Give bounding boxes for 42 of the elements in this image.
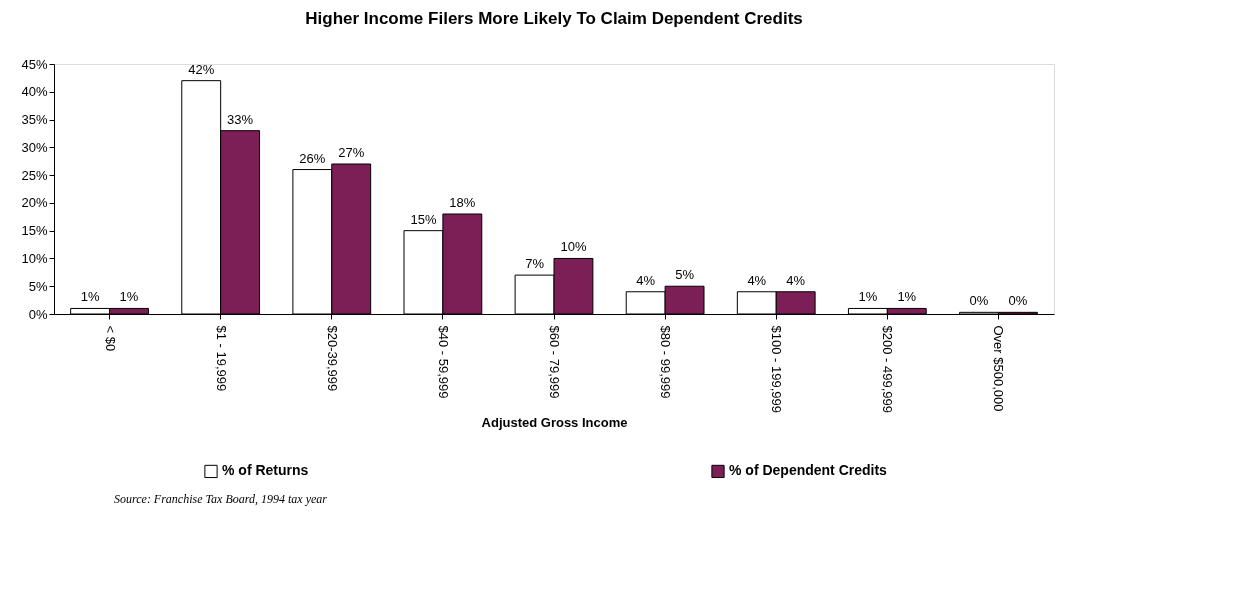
data-label: 1% — [858, 289, 878, 305]
data-label: 0% — [969, 293, 989, 309]
y-tick-label: 30% — [21, 139, 48, 155]
data-label: 27% — [338, 145, 365, 160]
data-label: 15% — [410, 211, 437, 227]
data-label: 0% — [1008, 293, 1028, 309]
x-tick-label: $80 - 99,999 — [658, 325, 674, 399]
data-label: 1% — [897, 289, 917, 305]
legend-label: % of Returns — [222, 462, 309, 479]
data-label: 10% — [560, 239, 587, 255]
x-tick-label: Over $500,000 — [991, 325, 1007, 412]
x-tick-label: $200 - 499,999 — [880, 325, 896, 413]
y-tick-label: 35% — [21, 112, 48, 128]
data-label: 18% — [449, 195, 476, 210]
x-tick-label: $60 - 79,999 — [547, 325, 562, 399]
y-tick-label: 45% — [21, 56, 48, 72]
y-tick-label: 10% — [21, 250, 48, 266]
y-tick-label: 5% — [28, 278, 48, 294]
chart-title: Higher Income Filers More Likely To Claim Dependent Credits — [305, 9, 803, 28]
y-tick-label: 15% — [21, 223, 48, 239]
x-tick-label: $1 - 19,999 — [213, 325, 229, 392]
data-label: 1% — [80, 289, 100, 305]
legend-label: % of Dependent Credits — [729, 462, 888, 479]
data-label: 7% — [525, 256, 545, 272]
x-tick-label: < $0 — [102, 325, 118, 352]
x-tick-label: $100 - 199,999 — [769, 325, 785, 413]
x-tick-label: $20-39,999 — [324, 325, 340, 392]
x-axis-title: Adjusted Gross Income — [481, 414, 628, 430]
data-label: 33% — [227, 111, 254, 127]
data-label: 26% — [299, 150, 326, 166]
source-note: Source: Franchise Tax Board, 1994 tax year — [114, 492, 328, 506]
data-label: 4% — [747, 272, 767, 288]
data-label: 1% — [119, 289, 139, 305]
data-label: 4% — [636, 272, 656, 288]
y-tick-label: 25% — [21, 167, 48, 183]
y-tick-label: 0% — [28, 306, 48, 322]
y-tick-label: 20% — [21, 195, 48, 211]
data-label: 42% — [188, 61, 215, 77]
data-label: 4% — [786, 272, 806, 288]
y-tick-label: 40% — [21, 84, 48, 100]
data-label: 5% — [675, 267, 695, 283]
x-tick-label: $40 - 59,999 — [435, 325, 451, 399]
